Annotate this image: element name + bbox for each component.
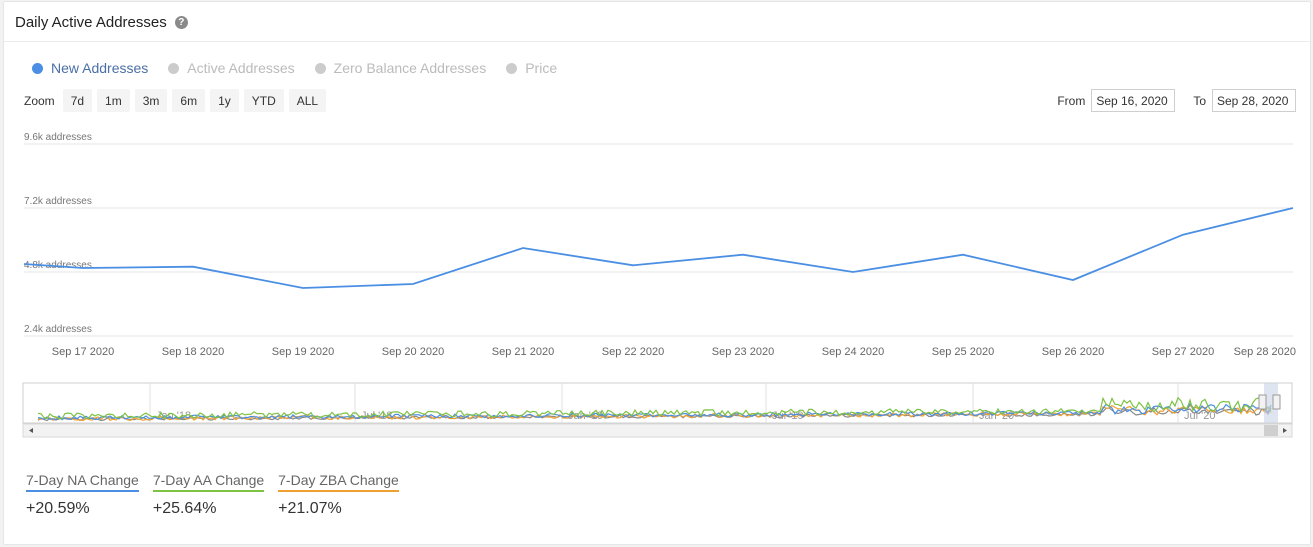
to-label: To bbox=[1193, 93, 1206, 108]
zoom-3m-button[interactable]: 3m bbox=[134, 89, 168, 112]
stat-label: 7-Day NA Change bbox=[26, 472, 139, 492]
legend-item-active-addresses[interactable]: Active Addresses bbox=[168, 60, 295, 76]
legend-item-new-addresses[interactable]: New Addresses bbox=[32, 60, 148, 76]
stat-value: +25.64% bbox=[152, 500, 217, 517]
header: Daily Active Addresses ? bbox=[15, 11, 188, 33]
legend-marker-icon bbox=[506, 62, 518, 74]
legend-marker-icon bbox=[168, 62, 180, 74]
divider bbox=[4, 41, 1310, 42]
stat-label: 7-Day AA Change bbox=[152, 472, 265, 492]
help-icon[interactable]: ? bbox=[174, 15, 188, 29]
legend-label: Price bbox=[525, 60, 558, 76]
legend-item-price[interactable]: Price bbox=[506, 60, 557, 76]
legend-label: Active Addresses bbox=[187, 60, 295, 76]
stat-na-change: 7-Day NA Change +20.59% bbox=[26, 472, 139, 518]
zoom-1y-button[interactable]: 1y bbox=[210, 89, 239, 112]
stat-aa-change: 7-Day AA Change +25.64% bbox=[152, 472, 265, 518]
from-date-input[interactable]: Sep 16, 2020 bbox=[1091, 89, 1176, 112]
legend-marker-icon bbox=[32, 62, 43, 74]
stat-zba-change: 7-Day ZBA Change +21.07% bbox=[278, 472, 399, 518]
zoom-label: Zoom bbox=[24, 93, 55, 108]
to-date-input[interactable]: Sep 28, 2020 bbox=[1212, 89, 1296, 112]
zoom-6m-button[interactable]: 6m bbox=[172, 89, 206, 112]
zoom-ytd-button[interactable]: YTD bbox=[243, 89, 284, 112]
legend-marker-icon bbox=[314, 62, 326, 74]
stat-value: +20.59% bbox=[26, 500, 90, 517]
date-range: From Sep 16, 2020 To Sep 28, 2020 bbox=[1057, 89, 1296, 112]
from-label: From bbox=[1057, 93, 1086, 108]
legend-item-zero-balance-addresses[interactable]: Zero Balance Addresses bbox=[314, 60, 487, 76]
zoom-1m-button[interactable]: 1m bbox=[97, 89, 130, 112]
stats-row: 7-Day NA Change +20.59% 7-Day AA Change … bbox=[26, 472, 399, 518]
chart-card: Daily Active Addresses ? New Addresses A… bbox=[3, 1, 1311, 545]
zoom-controls: Zoom 7d 1m 3m 6m 1y YTD ALL bbox=[24, 89, 327, 112]
stat-value: +21.07% bbox=[278, 500, 342, 517]
page-title: Daily Active Addresses bbox=[15, 13, 167, 31]
zoom-all-button[interactable]: ALL bbox=[288, 89, 327, 112]
zoom-7d-button[interactable]: 7d bbox=[62, 89, 93, 112]
legend-label: Zero Balance Addresses bbox=[333, 60, 487, 76]
legend-label: New Addresses bbox=[51, 60, 149, 76]
stat-label: 7-Day ZBA Change bbox=[278, 472, 399, 492]
legend: New Addresses Active Addresses Zero Bala… bbox=[32, 60, 557, 76]
